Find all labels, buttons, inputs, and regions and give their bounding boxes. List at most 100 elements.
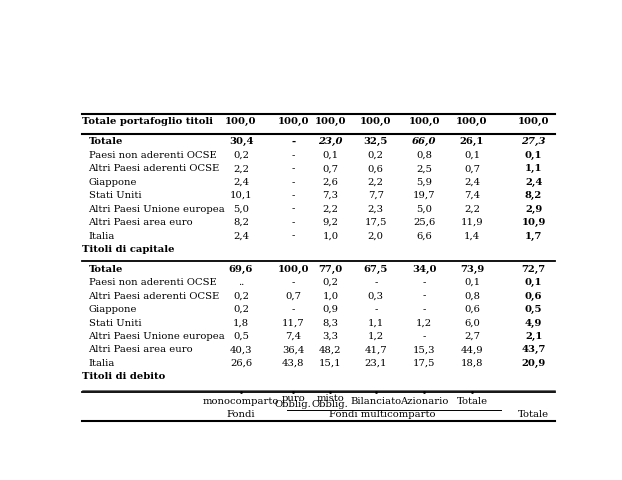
- Text: -: -: [292, 164, 295, 173]
- Text: -: -: [292, 204, 295, 214]
- Text: -: -: [422, 278, 426, 287]
- Text: 1,8: 1,8: [233, 319, 249, 327]
- Text: Totale: Totale: [457, 396, 488, 406]
- Text: 36,4: 36,4: [282, 346, 305, 354]
- Text: 0,6: 0,6: [464, 305, 480, 314]
- Text: 1,4: 1,4: [464, 231, 480, 240]
- Text: 41,7: 41,7: [364, 346, 387, 354]
- Text: 43,8: 43,8: [282, 359, 305, 368]
- Text: -: -: [292, 231, 295, 240]
- Text: 1,0: 1,0: [322, 291, 338, 300]
- Text: 77,0: 77,0: [318, 264, 343, 274]
- Text: Totale: Totale: [88, 264, 123, 274]
- Text: Giappone: Giappone: [88, 178, 137, 187]
- Text: Altri Paesi aderenti OCSE: Altri Paesi aderenti OCSE: [88, 164, 220, 173]
- Text: 2,4: 2,4: [233, 178, 249, 187]
- Text: 0,1: 0,1: [525, 278, 542, 287]
- Text: -: -: [292, 191, 295, 200]
- Text: 0,2: 0,2: [233, 151, 249, 160]
- Text: Italia: Italia: [88, 359, 115, 368]
- Text: -: -: [422, 291, 426, 300]
- Text: Altri Paesi area euro: Altri Paesi area euro: [88, 346, 193, 354]
- Text: 100,0: 100,0: [315, 117, 346, 126]
- Text: -: -: [292, 218, 295, 227]
- Text: 0,3: 0,3: [368, 291, 384, 300]
- Text: Totale: Totale: [88, 137, 123, 146]
- Text: 20,9: 20,9: [521, 359, 545, 368]
- Text: -: -: [292, 305, 295, 314]
- Text: 11,7: 11,7: [282, 319, 305, 327]
- Text: 43,7: 43,7: [521, 346, 545, 354]
- Text: 7,3: 7,3: [322, 191, 338, 200]
- Text: Fondi: Fondi: [226, 410, 255, 419]
- Text: Titoli di capitale: Titoli di capitale: [82, 245, 175, 254]
- Text: 4,9: 4,9: [525, 319, 542, 327]
- Text: -: -: [374, 305, 378, 314]
- Text: 6,6: 6,6: [416, 231, 432, 240]
- Text: -: -: [291, 137, 295, 146]
- Text: 5,9: 5,9: [416, 178, 432, 187]
- Text: 2,5: 2,5: [416, 164, 432, 173]
- Text: Paesi non aderenti OCSE: Paesi non aderenti OCSE: [88, 278, 216, 287]
- Text: Azionario: Azionario: [400, 396, 448, 406]
- Text: 72,7: 72,7: [521, 264, 545, 274]
- Text: Giappone: Giappone: [88, 305, 137, 314]
- Text: 2,6: 2,6: [322, 178, 338, 187]
- Text: 25,6: 25,6: [413, 218, 435, 227]
- Text: 2,4: 2,4: [464, 178, 480, 187]
- Text: 69,6: 69,6: [229, 264, 253, 274]
- Text: 2,7: 2,7: [464, 332, 480, 341]
- Text: Fondi multicomparto: Fondi multicomparto: [330, 410, 436, 419]
- Text: 18,8: 18,8: [461, 359, 483, 368]
- Text: 32,5: 32,5: [364, 137, 388, 146]
- Text: 0,7: 0,7: [285, 291, 302, 300]
- Text: 0,6: 0,6: [525, 291, 542, 300]
- Text: 34,0: 34,0: [412, 264, 437, 274]
- Text: 40,3: 40,3: [230, 346, 253, 354]
- Text: 26,6: 26,6: [230, 359, 252, 368]
- Text: -: -: [292, 151, 295, 160]
- Text: 2,0: 2,0: [368, 231, 384, 240]
- Text: 0,1: 0,1: [525, 151, 542, 160]
- Text: Stati Uniti: Stati Uniti: [88, 319, 141, 327]
- Text: 8,2: 8,2: [233, 218, 249, 227]
- Text: 73,9: 73,9: [460, 264, 484, 274]
- Text: 27,3: 27,3: [521, 137, 546, 146]
- Text: Altri Paesi Unione europea: Altri Paesi Unione europea: [88, 204, 225, 214]
- Text: 67,5: 67,5: [364, 264, 388, 274]
- Text: ..: ..: [238, 278, 244, 287]
- Text: -: -: [292, 278, 295, 287]
- Text: 0,7: 0,7: [322, 164, 338, 173]
- Text: 15,1: 15,1: [319, 359, 341, 368]
- Text: puro: puro: [282, 394, 305, 403]
- Text: 0,1: 0,1: [464, 278, 480, 287]
- Text: 9,2: 9,2: [322, 218, 338, 227]
- Text: Altri Paesi area euro: Altri Paesi area euro: [88, 218, 193, 227]
- Text: 1,2: 1,2: [416, 319, 432, 327]
- Text: 48,2: 48,2: [319, 346, 341, 354]
- Text: 0,2: 0,2: [322, 278, 338, 287]
- Text: 0,2: 0,2: [233, 305, 249, 314]
- Text: 23,1: 23,1: [364, 359, 387, 368]
- Text: 23,0: 23,0: [318, 137, 343, 146]
- Text: Titoli di debito: Titoli di debito: [82, 372, 165, 382]
- Text: 1,1: 1,1: [525, 164, 542, 173]
- Text: 100,0: 100,0: [225, 117, 257, 126]
- Text: Stati Uniti: Stati Uniti: [88, 191, 141, 200]
- Text: 5,0: 5,0: [416, 204, 432, 214]
- Text: 2,2: 2,2: [233, 164, 249, 173]
- Text: 2,2: 2,2: [368, 178, 384, 187]
- Text: 2,2: 2,2: [322, 204, 338, 214]
- Text: 17,5: 17,5: [413, 359, 435, 368]
- Text: 6,0: 6,0: [464, 319, 480, 327]
- Text: 3,3: 3,3: [322, 332, 338, 341]
- Text: 1,7: 1,7: [525, 231, 542, 240]
- Text: 10,1: 10,1: [230, 191, 253, 200]
- Text: 26,1: 26,1: [460, 137, 484, 146]
- Text: 10,9: 10,9: [521, 218, 545, 227]
- Text: 2,4: 2,4: [233, 231, 249, 240]
- Text: monocomparto: monocomparto: [203, 396, 279, 406]
- Text: 2,4: 2,4: [525, 178, 542, 187]
- Text: Obblig.: Obblig.: [275, 400, 312, 409]
- Text: 1,0: 1,0: [322, 231, 338, 240]
